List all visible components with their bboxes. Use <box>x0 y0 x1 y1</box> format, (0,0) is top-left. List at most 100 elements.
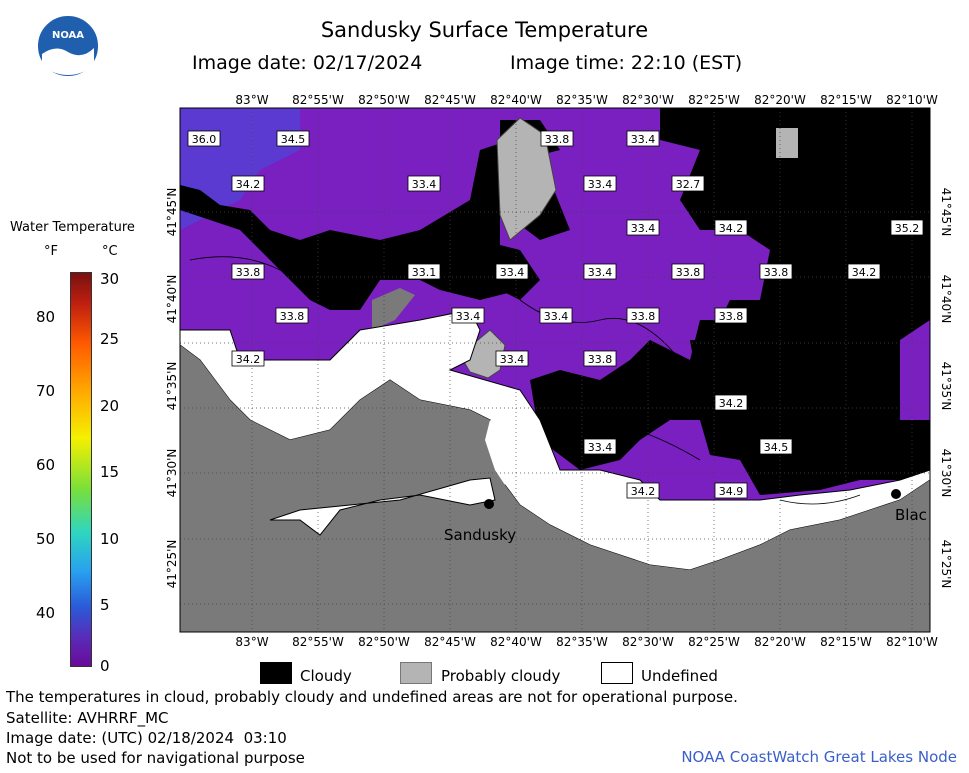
temp-label: 33.4 <box>631 222 656 235</box>
lon-label-top: 82°55'W <box>292 93 344 107</box>
temp-label: 33.8 <box>280 310 305 323</box>
lon-label-top: 82°20'W <box>754 93 806 107</box>
temp-label-box <box>187 130 221 147</box>
colorbar-unit-c: °C <box>102 244 118 259</box>
colorbar-unit-f: °F <box>44 244 58 259</box>
temp-label-box <box>626 307 660 324</box>
lat-label-right: 41°30'N <box>939 449 953 498</box>
noaa-logo-icon: NOAA <box>36 14 100 78</box>
temp-label-box <box>759 438 793 455</box>
temp-label: 34.2 <box>719 397 744 410</box>
place-label-blac: Blac <box>895 506 927 524</box>
temp-label-box <box>714 394 748 411</box>
lat-label-left: 41°25'N <box>165 540 179 589</box>
temp-label: 33.8 <box>236 266 261 279</box>
colorbar-f-tick: 70 <box>36 382 56 400</box>
lon-label-top: 82°40'W <box>490 93 542 107</box>
temp-label-box <box>714 482 748 499</box>
temp-label: 34.5 <box>764 441 789 454</box>
lat-label-left: 41°45'N <box>165 188 179 237</box>
temp-label-box <box>583 175 617 192</box>
temp-label-box <box>626 219 660 236</box>
lon-label-top: 82°10'W <box>886 93 938 107</box>
footer-note: The temperatures in cloud, probably clou… <box>6 688 738 706</box>
temp-label-box <box>276 130 310 147</box>
temp-label: 33.4 <box>456 310 481 323</box>
footer-utc-date: Image date: (UTC) 02/18/2024 03:10 <box>6 729 287 747</box>
page-title: Sandusky Surface Temperature <box>320 18 649 42</box>
lon-label-bottom: 82°25'W <box>688 635 740 649</box>
lon-label-bottom: 82°35'W <box>556 635 608 649</box>
temp-label-box <box>714 219 748 236</box>
temp-label-box <box>583 263 617 280</box>
temp-label: 33.8 <box>588 353 613 366</box>
probably-cloudy-area <box>776 128 798 158</box>
lon-label-top: 83°W <box>235 93 268 107</box>
lat-label-left: 41°30'N <box>165 449 179 498</box>
temp-label-box <box>231 263 265 280</box>
temp-label: 33.4 <box>588 441 613 454</box>
temp-label-box <box>714 307 748 324</box>
colorbar-c-tick: 10 <box>100 530 120 548</box>
contour-line <box>779 494 861 505</box>
lat-label-left: 41°35'N <box>165 362 179 411</box>
temp-label-box <box>495 263 529 280</box>
legend-cloudy-swatch <box>260 662 292 684</box>
lat-label-right: 41°40'N <box>939 275 953 324</box>
temp-label-box <box>231 350 265 367</box>
contour-line <box>189 256 341 301</box>
temp-label-box <box>495 350 529 367</box>
lat-label-right: 41°35'N <box>939 362 953 411</box>
cloud-area <box>690 340 900 440</box>
probably-cloudy-area <box>496 117 557 241</box>
legend-cloudy-label: Cloudy <box>300 667 352 685</box>
lon-label-bottom: 83°W <box>235 635 268 649</box>
temp-label: 34.2 <box>631 485 656 498</box>
image-time-local: Image time: 22:10 (EST) <box>510 52 743 74</box>
temp-label: 35.2 <box>895 222 920 235</box>
map-frame <box>179 107 931 633</box>
temp-label: 34.2 <box>236 178 261 191</box>
temp-label-box <box>847 263 881 280</box>
legend-undefined-swatch <box>601 662 633 684</box>
lon-label-top: 82°35'W <box>556 93 608 107</box>
lon-label-top: 82°30'W <box>622 93 674 107</box>
colorbar-title: Water Temperature <box>10 220 135 235</box>
temp-label-box <box>890 219 924 236</box>
lon-label-bottom: 82°10'W <box>886 635 938 649</box>
colorbar-f-tick: 40 <box>36 604 56 622</box>
footer-satellite: Satellite: AVHRRF_MC <box>6 709 169 727</box>
temp-label: 33.4 <box>412 178 437 191</box>
temp-label-box <box>626 130 660 147</box>
place-label-sandusky: Sandusky <box>444 526 516 544</box>
temp-label: 33.4 <box>500 353 525 366</box>
temp-label-box <box>451 307 485 324</box>
legend-probably-cloudy-swatch <box>400 662 432 684</box>
colorbar-f-tick: 50 <box>36 530 56 548</box>
lon-label-bottom: 82°55'W <box>292 635 344 649</box>
temp-label-box <box>407 175 441 192</box>
lon-label-bottom: 82°45'W <box>424 635 476 649</box>
lon-label-top: 82°45'W <box>424 93 476 107</box>
lat-label-left: 41°40'N <box>165 275 179 324</box>
lon-label-bottom: 82°50'W <box>358 635 410 649</box>
temp-label: 33.8 <box>719 310 744 323</box>
temp-label-box <box>671 263 705 280</box>
temp-label-box <box>626 482 660 499</box>
colorbar-c-tick: 5 <box>100 596 110 614</box>
image-date-local: Image date: 02/17/2024 <box>192 52 423 74</box>
cloud-area <box>180 108 570 310</box>
temp-label: 36.0 <box>192 133 217 146</box>
legend-probably-cloudy-label: Probably cloudy <box>441 667 561 685</box>
probably-cloudy-area <box>459 329 506 379</box>
temp-label: 33.8 <box>631 310 656 323</box>
temp-label: 33.4 <box>544 310 569 323</box>
colorbar-f-tick: 80 <box>36 308 56 326</box>
blac-marker-icon <box>891 489 901 499</box>
lon-label-bottom: 82°15'W <box>820 635 872 649</box>
temp-label: 34.2 <box>719 222 744 235</box>
temp-label-box <box>407 263 441 280</box>
lon-label-bottom: 82°20'W <box>754 635 806 649</box>
lat-label-right: 41°25'N <box>939 540 953 589</box>
